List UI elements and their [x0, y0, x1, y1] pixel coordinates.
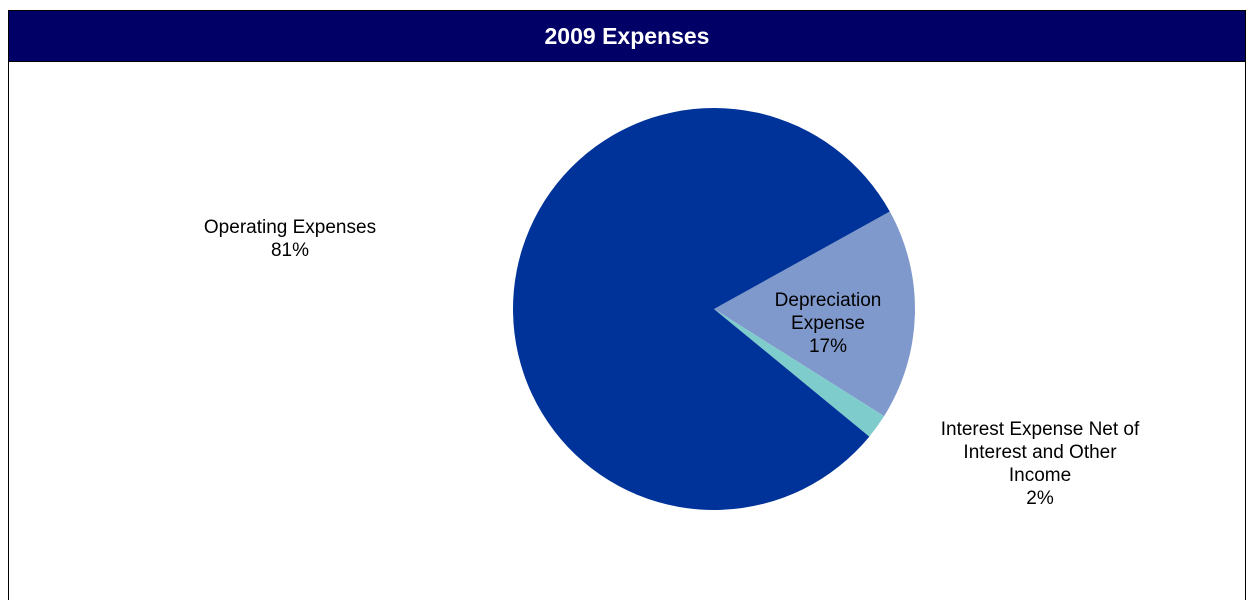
slice-label-interest-expense-net: Income [1009, 465, 1071, 486]
slice-percent-interest-expense-net: 2% [1026, 488, 1054, 509]
chart-frame: 2009 Expenses [8, 10, 1246, 600]
title-bar: 2009 Expenses [9, 11, 1245, 62]
slice-percent-operating-expenses: 81% [271, 240, 309, 261]
pie-slice-interest-expense-net [714, 309, 885, 437]
slice-label-depreciation-expense: Expense [791, 313, 865, 334]
slice-label-depreciation-expense: Depreciation [775, 290, 882, 311]
chart-title: 2009 Expenses [544, 22, 710, 49]
pie-slice-operating-expenses [513, 107, 890, 510]
slice-label-operating-expenses: Operating Expenses [204, 217, 376, 238]
slice-label-interest-expense-net: Interest Expense Net of [941, 419, 1140, 440]
slice-percent-depreciation-expense: 17% [809, 336, 847, 357]
pie-slice-depreciation-expense [714, 211, 915, 417]
slice-label-interest-expense-net: Interest and Other [963, 442, 1117, 463]
